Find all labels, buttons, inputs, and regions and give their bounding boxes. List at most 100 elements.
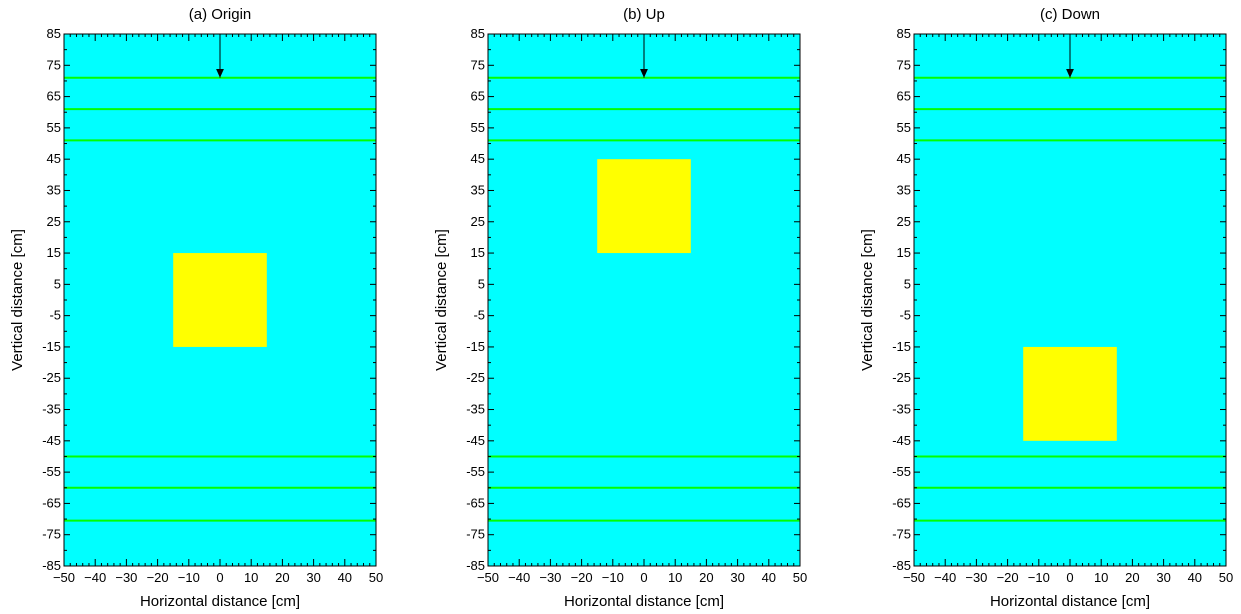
x-tick-label: 30: [306, 570, 320, 585]
x-tick-label: −40: [84, 570, 106, 585]
y-tick-label: -45: [892, 433, 911, 448]
x-tick-label: 0: [1066, 570, 1073, 585]
panel-3: 85 75 65 55 45 35 25 15 5 -5 -15 -25 -35 -45 -55 -65 -75…: [859, 6, 1233, 610]
y-tick-label: -25: [892, 370, 911, 385]
y-tick-label: 25: [471, 214, 485, 229]
y-tick-label: -35: [42, 402, 61, 417]
y-tick-label: 85: [471, 26, 485, 41]
panel-2: 85 75 65 55 45 35 25 15 5 -5 -15 -25 -35 -45 -55 -65 -75…: [433, 6, 807, 610]
y-tick-label: -35: [466, 402, 485, 417]
y-axis-label: Vertical distance [cm]: [859, 229, 876, 371]
y-tick-label: -45: [42, 433, 61, 448]
y-axis-label: Vertical distance [cm]: [433, 229, 450, 371]
y-tick-label: -5: [473, 308, 485, 323]
x-tick-label: −40: [508, 570, 530, 585]
x-tick-label: −20: [997, 570, 1019, 585]
x-tick-label: 30: [1156, 570, 1170, 585]
y-tick-label: -15: [42, 339, 61, 354]
y-tick-label: -15: [466, 339, 485, 354]
x-tick-label: −30: [115, 570, 137, 585]
x-tick-label: 10: [1094, 570, 1108, 585]
y-tick-label: -25: [42, 370, 61, 385]
y-tick-label: 45: [471, 151, 485, 166]
y-tick-label: -5: [899, 308, 911, 323]
y-tick-label: 25: [897, 214, 911, 229]
y-tick-label: 35: [47, 182, 61, 197]
x-tick-label: 50: [1219, 570, 1233, 585]
y-tick-label: -55: [42, 464, 61, 479]
plot-frame: [63, 33, 377, 567]
y-tick-label: -75: [466, 527, 485, 542]
y-tick-label: 45: [47, 151, 61, 166]
x-tick-label: 0: [216, 570, 223, 585]
x-tick-label: −10: [1028, 570, 1050, 585]
x-tick-label: 40: [1188, 570, 1202, 585]
y-tick-label: 75: [897, 57, 911, 72]
y-tick-label: -5: [49, 308, 61, 323]
y-tick-label: 55: [471, 120, 485, 135]
x-tick-label: 50: [369, 570, 383, 585]
y-tick-label: 55: [897, 120, 911, 135]
x-tick-label: 40: [762, 570, 776, 585]
y-tick-label: -75: [892, 527, 911, 542]
plot-frame: [913, 33, 1227, 567]
y-tick-label: -45: [466, 433, 485, 448]
panel-title: (c) Down: [1040, 6, 1100, 23]
y-tick-label: 15: [471, 245, 485, 260]
y-tick-label: -65: [466, 495, 485, 510]
block-region: [1023, 346, 1117, 441]
panel-title: (a) Origin: [189, 6, 252, 23]
y-tick-label: 15: [47, 245, 61, 260]
y-axis-label: Vertical distance [cm]: [9, 229, 26, 371]
y-tick-label: 65: [471, 89, 485, 104]
panel-title: (b) Up: [623, 6, 665, 23]
y-tick-label: -15: [892, 339, 911, 354]
x-tick-label: 20: [275, 570, 289, 585]
y-tick-label: 45: [897, 151, 911, 166]
y-tick-label: 35: [897, 182, 911, 197]
y-tick-label: -85: [466, 558, 485, 573]
block-region: [597, 159, 691, 254]
y-tick-label: 5: [904, 276, 911, 291]
x-tick-label: −20: [147, 570, 169, 585]
x-tick-label: 0: [640, 570, 647, 585]
plot-frame: [487, 33, 801, 567]
y-tick-label: 25: [47, 214, 61, 229]
y-tick-label: 65: [897, 89, 911, 104]
y-tick-label: -75: [42, 527, 61, 542]
y-tick-label: -35: [892, 402, 911, 417]
y-tick-label: 15: [897, 245, 911, 260]
y-tick-label: -55: [466, 464, 485, 479]
x-tick-label: −30: [965, 570, 987, 585]
y-tick-label: 5: [54, 276, 61, 291]
x-tick-label: −50: [903, 570, 925, 585]
y-tick-label: 55: [47, 120, 61, 135]
x-tick-label: −10: [178, 570, 200, 585]
block-region: [173, 253, 267, 347]
y-tick-label: -25: [466, 370, 485, 385]
y-tick-label: -55: [892, 464, 911, 479]
y-tick-label: -65: [892, 495, 911, 510]
x-tick-label: 10: [668, 570, 682, 585]
x-tick-label: 30: [730, 570, 744, 585]
y-tick-label: 65: [47, 89, 61, 104]
x-axis-label: Horizontal distance [cm]: [564, 593, 724, 610]
x-axis-label: Horizontal distance [cm]: [990, 593, 1150, 610]
y-tick-label: -65: [42, 495, 61, 510]
x-tick-label: −50: [53, 570, 75, 585]
y-tick-label: 85: [47, 26, 61, 41]
y-tick-label: 85: [897, 26, 911, 41]
x-tick-label: −20: [571, 570, 593, 585]
x-tick-label: 50: [793, 570, 807, 585]
x-tick-label: −10: [602, 570, 624, 585]
plot-background: [488, 34, 800, 566]
x-tick-label: 40: [338, 570, 352, 585]
x-tick-label: −40: [934, 570, 956, 585]
x-tick-label: 20: [1125, 570, 1139, 585]
plot-background: [914, 34, 1226, 566]
y-tick-label: 75: [471, 57, 485, 72]
x-axis-label: Horizontal distance [cm]: [140, 593, 300, 610]
y-tick-label: 5: [478, 276, 485, 291]
panel-1: 85 75 65 55 45 35 25 15 5 -5 -15 -25 -35 -45 -55 -65 -75…: [9, 6, 383, 610]
